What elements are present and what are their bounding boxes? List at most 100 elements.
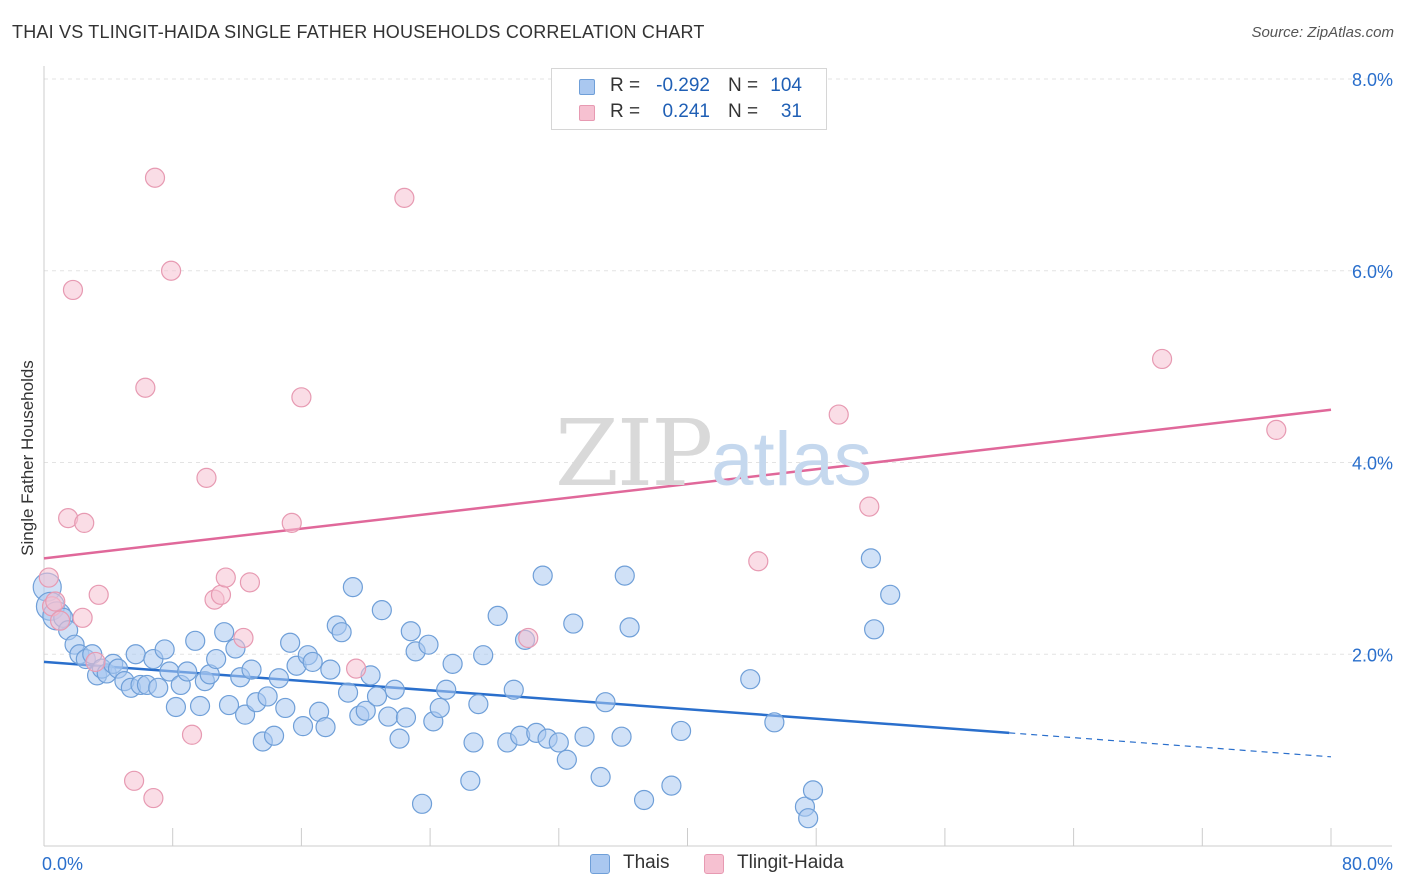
- thais-point: [595, 692, 616, 713]
- y-tick-label: 2.0%: [1352, 645, 1393, 665]
- n-label: N =: [728, 101, 759, 122]
- thais-point: [206, 648, 227, 670]
- thais-point: [611, 726, 632, 747]
- thais-point: [764, 712, 785, 733]
- tlingit-haida-point: [291, 387, 312, 408]
- thais-point: [395, 707, 417, 728]
- tlingit-haida-point: [85, 651, 106, 673]
- thais-point: [337, 682, 359, 703]
- thais-point: [418, 634, 439, 655]
- thais-point: [302, 651, 323, 673]
- chart-title: THAI VS TLINGIT-HAIDA SINGLE FATHER HOUS…: [12, 22, 705, 42]
- tlingit-haida-point: [281, 512, 302, 534]
- tlingit-haida-point: [210, 584, 232, 605]
- tlingit-haida-point: [196, 467, 217, 488]
- thais-point: [473, 645, 494, 666]
- thais-point: [619, 617, 640, 638]
- thais-point: [463, 732, 484, 753]
- thais-point: [366, 686, 388, 707]
- thais-point: [436, 679, 457, 700]
- thais-point: [670, 720, 692, 742]
- tlingit-haida-point: [518, 627, 539, 649]
- thais-swatch-icon: [579, 79, 595, 95]
- tlingit-haida-point: [123, 770, 145, 791]
- thais-point: [154, 639, 175, 660]
- n-value: 31: [780, 101, 802, 122]
- thais-point: [331, 622, 352, 643]
- tlingit-haida-point: [45, 591, 66, 612]
- tlingit-haida-legend-icon: [704, 854, 724, 874]
- thais-point: [371, 600, 392, 621]
- x-tick-label: 0.0%: [42, 854, 83, 874]
- n-value: 104: [770, 75, 802, 96]
- thais-point: [548, 732, 569, 753]
- watermark: ZIPatlas: [555, 400, 872, 507]
- y-axis-label: Single Father Households: [18, 360, 37, 556]
- thais-trend-extension: [1009, 732, 1332, 758]
- tlingit-haida-point: [828, 404, 849, 425]
- thais-point: [860, 548, 881, 569]
- thais-point: [880, 584, 901, 605]
- thais-point: [214, 622, 235, 643]
- r-value: 0.241: [662, 101, 710, 122]
- thais-point: [802, 780, 824, 801]
- thais-point: [614, 565, 635, 586]
- data-points: [32, 167, 1287, 829]
- thais-point: [574, 726, 595, 747]
- tlingit-haida-point: [88, 584, 109, 605]
- thais-point: [177, 661, 198, 682]
- tlingit-haida-point: [748, 551, 769, 572]
- tlingit-haida-point: [62, 279, 84, 301]
- thais-point: [503, 679, 524, 700]
- tlingit-haida-point: [144, 167, 166, 188]
- thais-point: [661, 775, 682, 796]
- tlingit-haida-legend-label: Tlingit-Haida: [737, 852, 844, 873]
- thais-point: [400, 621, 421, 642]
- tlingit-haida-point: [181, 724, 203, 745]
- thais-point: [165, 696, 187, 718]
- tlingit-haida-swatch-icon: [579, 105, 595, 121]
- thais-point: [389, 728, 410, 749]
- source-credit: Source: ZipAtlas.com: [1251, 24, 1394, 41]
- thais-point: [185, 630, 206, 651]
- thais-point: [532, 565, 553, 586]
- thais-point: [189, 695, 211, 717]
- thais-point: [442, 653, 463, 674]
- thais-point: [292, 716, 314, 737]
- thais-point: [280, 632, 301, 653]
- r-value: -0.292: [656, 75, 710, 96]
- thais-point: [740, 669, 761, 690]
- tlingit-haida-point: [143, 787, 164, 809]
- thais-point: [429, 697, 450, 719]
- thais-point: [411, 793, 433, 814]
- thais-point: [241, 659, 262, 680]
- tlingit-haida-point: [345, 658, 367, 679]
- thais-point: [268, 668, 289, 689]
- thais-point: [275, 697, 296, 719]
- tlingit-haida-point: [49, 610, 71, 631]
- thais-point: [315, 717, 336, 738]
- n-label: N =: [728, 75, 759, 96]
- thais-point: [263, 725, 285, 746]
- thais-point: [125, 644, 146, 665]
- thais-point: [342, 577, 363, 598]
- tlingit-haida-point: [1151, 348, 1173, 370]
- x-tick-label: 80.0%: [1342, 854, 1393, 874]
- gridlines: [44, 78, 1392, 655]
- axes: [43, 66, 1392, 847]
- thais-point: [590, 766, 611, 788]
- thais-point: [864, 619, 885, 640]
- thais-point: [487, 605, 508, 627]
- stats-legend: R = -0.292 N = 104 R = 0.241 N = 31: [551, 68, 827, 130]
- thais-point: [218, 694, 240, 716]
- thais-legend-icon: [590, 854, 610, 874]
- tlingit-haida-point: [215, 567, 236, 588]
- thais-point: [320, 659, 341, 680]
- thais-point: [460, 770, 481, 791]
- watermark-zip: ZIP: [555, 400, 713, 507]
- thais-point: [468, 694, 489, 715]
- watermark-atlas: atlas: [711, 417, 872, 502]
- tlingit-haida-point: [72, 607, 93, 628]
- tlingit-haida-point: [394, 187, 415, 208]
